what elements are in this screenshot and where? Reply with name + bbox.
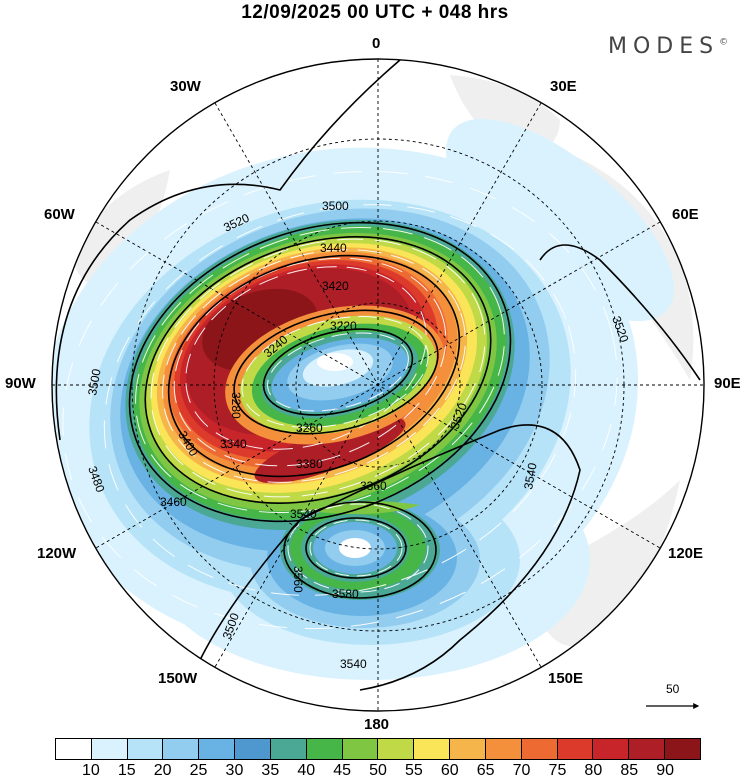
meridian-label-120e: 120E: [668, 545, 704, 562]
contour-label: 3460: [160, 495, 187, 509]
colorbar-swatch: [342, 739, 379, 759]
arrow-right-icon: [646, 703, 700, 709]
meridian-label-60w: 60W: [44, 206, 75, 223]
colorbar-swatch: [378, 739, 415, 759]
colorbar-tick-label: 40: [297, 762, 316, 779]
colorbar-tick-label: 10: [81, 762, 100, 779]
contour-label: 3260: [296, 421, 323, 435]
colorbar-tick-label: 35: [261, 762, 280, 779]
contour-label: 3540: [521, 461, 539, 490]
colorbar-tick-label: 15: [117, 762, 136, 779]
reference-vector-value: 50: [666, 682, 680, 696]
colorbar-swatch: [665, 739, 700, 759]
colorbar-swatch: [270, 739, 307, 759]
contour-label: 3340: [220, 437, 247, 451]
meridian-label-30e: 30E: [550, 78, 577, 95]
colorbar-swatch: [629, 739, 666, 759]
colorbar-swatch: [485, 739, 522, 759]
colorbar-tick-label: 85: [620, 762, 639, 779]
colorbar-tick-label: 80: [584, 762, 603, 779]
colorbar-swatch: [56, 739, 92, 759]
contour-label: 3440: [320, 241, 347, 255]
wind-speed-field: [52, 59, 704, 711]
brand-text: MODES: [608, 34, 720, 59]
meridian-label-120w: 120W: [37, 545, 77, 562]
meridian-label-60e: 60E: [672, 206, 699, 223]
contour-label: 3580: [332, 587, 359, 601]
contour-label: 3500: [322, 199, 349, 213]
contour-label: 3380: [296, 457, 323, 471]
contour-label: 3560: [291, 566, 305, 593]
contour-label: 3540: [290, 507, 317, 521]
colorbar-swatch: [235, 739, 271, 759]
colorbar-swatch: [557, 739, 594, 759]
contour-label: 3280: [229, 392, 243, 419]
colorbar-swatch: [593, 739, 630, 759]
colorbar-swatch: [306, 739, 343, 759]
contour-label: 3360: [360, 479, 387, 493]
contour-label: 3220: [330, 319, 357, 333]
copyright-mark: ©: [719, 37, 729, 48]
colorbar-tick-label: 55: [404, 762, 423, 779]
colorbar-tick-label: 25: [189, 762, 208, 779]
map-boundary: [51, 58, 705, 712]
colorbar-swatch: [450, 739, 486, 759]
colorbar-tick-label: 75: [548, 762, 567, 779]
colorbar-tick-label: 50: [369, 762, 387, 779]
colorbar: [55, 738, 701, 760]
colorbar-tick-label: 65: [476, 762, 495, 779]
meridian-label-90w: 90W: [5, 375, 36, 392]
colorbar-tick-label: 45: [333, 762, 352, 779]
contour-label: 3540: [340, 657, 367, 671]
map-title: 12/09/2025 00 UTC + 048 hrs: [241, 2, 509, 23]
colorbar-swatch: [199, 739, 236, 759]
colorbar-swatch: [163, 739, 200, 759]
contour-label: 3500: [85, 367, 103, 396]
colorbar-swatch: [521, 739, 558, 759]
meridian-label-150e: 150E: [548, 670, 584, 687]
colorbar-tick-label: 60: [440, 762, 459, 779]
meridian-label-30w: 30W: [170, 78, 201, 95]
colorbar-ticks: 10 15 20 25 30 35 40 45 50 55 60 65 70 75 80 85 90: [55, 762, 701, 782]
colorbar-tick-label: 20: [153, 762, 172, 779]
meridian-label-180: 180: [364, 716, 390, 733]
contour-label: 3420: [322, 279, 349, 293]
colorbar-swatch: [91, 739, 128, 759]
meridian-label-0: 0: [372, 35, 381, 52]
meridian-label-150w: 150W: [158, 670, 198, 687]
colorbar-tick-label: 30: [225, 762, 244, 779]
brand-logo: MODES©: [608, 34, 728, 59]
colorbar-tick-label: 70: [512, 762, 531, 779]
meridian-label-90e: 90E: [714, 375, 741, 392]
colorbar-tick-label: 90: [656, 762, 675, 779]
colorbar-swatch: [414, 739, 451, 759]
colorbar-swatch: [127, 739, 164, 759]
